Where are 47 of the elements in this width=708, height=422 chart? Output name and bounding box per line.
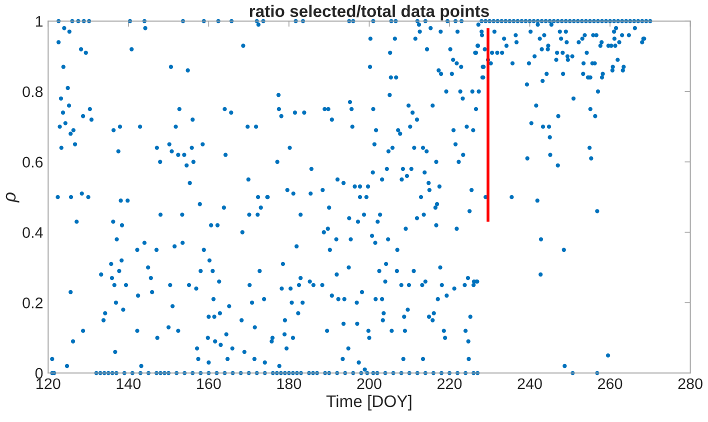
x-tick-label: 200 <box>357 378 382 390</box>
point <box>86 194 90 200</box>
point <box>72 142 78 146</box>
x-axis-title: Time [DOY] <box>326 394 412 410</box>
point <box>80 114 86 118</box>
point <box>62 26 66 30</box>
point <box>67 30 72 34</box>
y-tick-label: 0.8 <box>22 86 43 98</box>
x-tick-label: 180 <box>277 378 302 390</box>
y-tick-label: 1 <box>36 16 43 27</box>
x-tick-label: 140 <box>116 378 141 390</box>
point <box>66 86 70 90</box>
point <box>84 50 88 55</box>
x-tick-label: 240 <box>518 378 542 390</box>
point <box>68 194 74 200</box>
y-axis-title: ρ <box>6 192 20 203</box>
point <box>64 364 70 368</box>
point <box>74 220 79 224</box>
point <box>60 110 66 115</box>
point <box>89 118 94 122</box>
point <box>71 128 76 132</box>
x-tick-label: 160 <box>197 378 221 390</box>
y-tick-label: 0.6 <box>22 156 43 168</box>
point <box>70 339 76 344</box>
y-tick-label: 0.2 <box>22 298 43 308</box>
point <box>58 96 64 101</box>
point <box>88 107 92 112</box>
point <box>80 191 84 196</box>
point <box>56 40 61 44</box>
x-tick-label: 220 <box>438 378 462 390</box>
x-tick-label: 260 <box>598 378 622 390</box>
point <box>66 103 72 108</box>
point <box>63 121 68 126</box>
y-tick-label: 0 <box>35 368 43 379</box>
point <box>59 146 64 150</box>
chart-title: ratio selected/total data points <box>250 4 489 20</box>
x-tick-label: 120 <box>36 378 60 390</box>
point <box>61 64 66 69</box>
x-tick-label: 280 <box>678 378 702 390</box>
point <box>50 356 54 362</box>
point <box>58 124 62 129</box>
y-tick-label: 0.4 <box>22 227 43 238</box>
point <box>68 132 73 136</box>
point <box>80 328 86 333</box>
point <box>68 290 73 294</box>
point <box>56 194 60 200</box>
point <box>78 47 84 52</box>
